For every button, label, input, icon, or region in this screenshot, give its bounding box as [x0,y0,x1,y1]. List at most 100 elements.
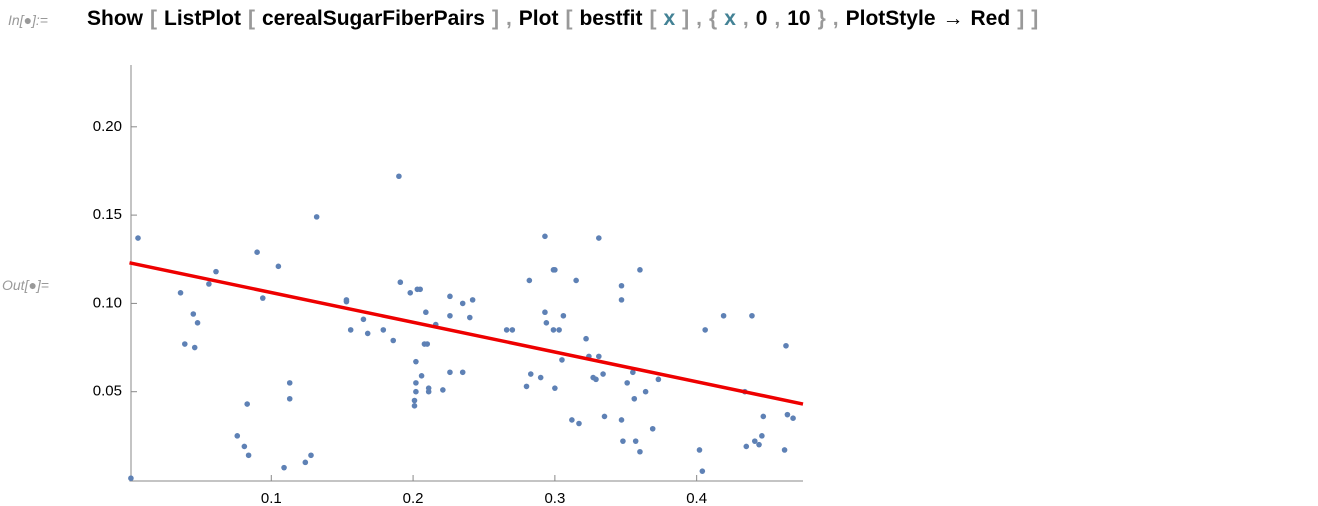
point [308,452,314,459]
code-token: [ [150,7,157,30]
code-token: ListPlot [164,7,241,30]
point [743,443,750,450]
point [177,290,184,296]
point [413,380,419,386]
code-token: , [774,7,781,30]
point [560,312,567,319]
point [759,433,765,439]
point [790,415,796,421]
code-token: } [817,7,826,30]
code-token: bestfit [579,7,643,30]
code-token: [ [248,7,255,30]
point [642,388,649,395]
point [618,417,625,423]
point [537,374,544,381]
point [281,464,287,471]
point [347,327,354,333]
point [542,309,548,316]
code-token: , [832,7,839,30]
point [411,397,418,404]
point [601,413,608,420]
point [618,297,625,303]
point [286,395,293,402]
code-token: [ [565,7,573,30]
point [191,344,198,351]
point [447,369,453,376]
code-token: , [505,7,512,30]
point [244,401,250,407]
point [275,263,282,270]
point [783,342,789,349]
x-tick-label: 0.2 [403,490,424,506]
point [618,282,625,289]
point [411,403,418,409]
point [760,413,767,420]
point [418,373,425,379]
code-token: { [709,7,718,30]
point [576,420,582,427]
point [632,438,639,444]
y-tick-label: 0.10 [93,294,122,311]
point [447,293,453,300]
point [302,459,309,466]
point [213,268,219,275]
point [343,298,350,305]
output-label: Out[●]= [2,277,49,293]
point [781,447,788,453]
point [573,277,579,284]
point [396,173,402,180]
y-tick-label: 0.20 [93,118,122,135]
point [425,385,432,391]
code-token: PlotStyle [845,7,936,30]
point [128,475,134,482]
point [181,341,188,347]
code-token: x [724,7,736,30]
point [696,447,703,453]
code-token: ] [1031,7,1039,30]
point [135,235,141,241]
point [397,279,404,286]
point [286,380,293,386]
x-tick-label: 0.4 [686,490,707,506]
point [466,314,473,321]
point [526,277,533,284]
point [596,353,602,360]
point [190,311,197,317]
point [556,327,562,333]
point [440,387,446,393]
point [380,327,387,333]
point [655,376,662,383]
code-token: ] [491,7,499,30]
point [596,235,602,241]
point [459,369,466,376]
point [447,312,453,319]
point [583,335,589,342]
point [313,214,320,220]
code-token: Plot [518,7,559,30]
point [413,358,419,365]
point [593,376,599,383]
point [552,385,558,391]
code-token: Red [970,7,1011,30]
point [637,267,643,273]
point [569,417,575,423]
point [550,327,557,333]
point [756,441,762,448]
fit-line [129,261,804,406]
code-token: cerealSugarFiberPairs [262,7,485,30]
point [360,316,367,323]
point [194,320,201,326]
point [699,468,706,474]
point [631,395,638,402]
point [751,438,758,444]
code-token: [ [649,7,657,30]
point [259,295,266,301]
y-tick-label: 0.15 [93,206,122,223]
point [503,327,510,333]
input-code[interactable]: Show [ListPlot [cerealSugarFiberPairs], Plo… [87,7,1038,31]
point [649,425,656,432]
point [413,388,419,395]
point [784,411,791,418]
